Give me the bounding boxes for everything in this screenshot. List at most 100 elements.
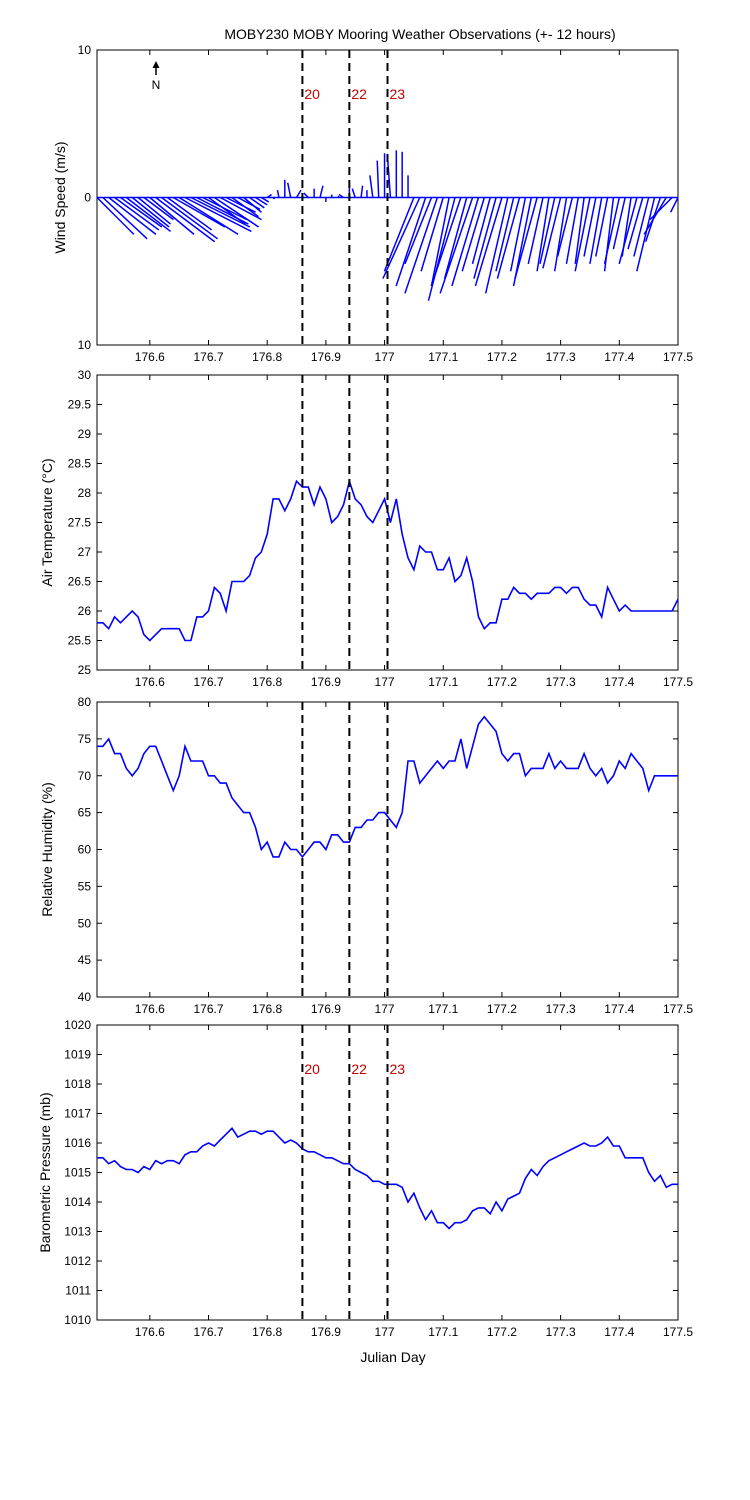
y-tick-label: 27.5 — [68, 516, 92, 530]
wind-vector — [420, 197, 444, 272]
y-tick-label: 1011 — [65, 1284, 91, 1298]
wind-vector — [542, 197, 562, 269]
y-axis-label: Barometric Pressure (mb) — [37, 1092, 53, 1252]
x-tick-label: 177.4 — [604, 1002, 634, 1016]
wind-vector — [243, 196, 262, 213]
wind-vector — [319, 185, 324, 198]
x-tick-label: 177.5 — [663, 1325, 693, 1339]
wind-vector — [514, 197, 538, 279]
y-tick-label: 10 — [78, 43, 92, 57]
wind-vector — [225, 196, 256, 213]
x-axis-label: Julian Day — [360, 1349, 425, 1365]
x-tick-label: 176.6 — [135, 1002, 165, 1016]
north-arrowhead-icon — [152, 61, 160, 68]
wind-vector — [155, 196, 216, 243]
wind-vector — [603, 197, 621, 265]
wind-vector — [430, 197, 450, 287]
wind-vector — [149, 196, 195, 235]
wind-vector — [496, 197, 521, 279]
humidity-line — [97, 715, 678, 859]
air-temperature-panel: 176.6 176.7 176.8 176.9 177 177.1 177.2 177.3 17… — [39, 368, 693, 689]
x-tick-label: 177.3 — [546, 1002, 576, 1016]
y-tick-label: 1010 — [64, 1313, 91, 1327]
y-tick-label: 55 — [78, 879, 92, 893]
y-tick-label: 26 — [78, 604, 92, 618]
y-tick-label: 1012 — [64, 1254, 91, 1268]
wind-vector — [102, 196, 148, 240]
wind-vector — [382, 197, 421, 279]
wind-vector — [430, 197, 462, 287]
wind-vector — [131, 196, 170, 228]
x-tick-label: 177.5 — [663, 350, 693, 364]
wind-vector — [574, 197, 591, 272]
y-tick-label: 10 — [78, 338, 92, 352]
y-tick-label: 29.5 — [68, 398, 92, 412]
x-tick-label: 177.4 — [604, 1325, 634, 1339]
wind-vector — [509, 197, 527, 272]
wind-vector — [272, 196, 276, 200]
wind-vector — [376, 160, 380, 198]
x-tick-label: 176.7 — [193, 675, 223, 689]
y-tick-label: 1014 — [64, 1195, 91, 1209]
y-tick-label: 26.5 — [68, 575, 92, 589]
x-tick-label: 177.5 — [663, 1002, 693, 1016]
x-tick-label: 176.6 — [135, 675, 165, 689]
wind-vector — [471, 197, 491, 265]
wind-vector — [643, 197, 667, 235]
y-tick-label: 29 — [78, 427, 92, 441]
y-tick-label: 0 — [84, 191, 91, 205]
wind-vector — [404, 197, 433, 265]
wind-vector — [360, 185, 364, 198]
x-tick-label: 177.4 — [604, 675, 634, 689]
y-tick-label: 1017 — [64, 1107, 91, 1121]
wind-vector — [633, 197, 650, 257]
y-tick-label: 1018 — [64, 1077, 91, 1091]
wind-vector — [260, 196, 270, 203]
y-tick-label: 65 — [78, 806, 92, 820]
x-tick-label: 177.4 — [604, 350, 634, 364]
y-axis-label: Wind Speed (m/s) — [52, 141, 68, 253]
wind-vector — [120, 196, 163, 228]
wind-vector — [190, 196, 251, 228]
x-tick-label: 177.2 — [487, 1002, 517, 1016]
wind-vector — [219, 196, 262, 221]
x-tick-label: 176.9 — [311, 675, 341, 689]
y-axis-label: Air Temperature (°C) — [39, 458, 55, 586]
marker-label: 23 — [390, 1061, 406, 1077]
x-tick-label: 176.7 — [193, 1002, 223, 1016]
x-tick-label: 177.1 — [428, 1002, 458, 1016]
wind-vector — [627, 197, 644, 250]
y-tick-label: 28.5 — [68, 457, 92, 471]
wind-vector — [649, 196, 673, 221]
relative-humidity-panel: 176.6 176.7 176.8 176.9 177 177.1 177.2 177.3 17… — [39, 695, 693, 1016]
wind-vector — [303, 192, 309, 199]
y-tick-label: 80 — [78, 695, 92, 709]
wind-vector — [612, 197, 626, 250]
wind-vector — [589, 197, 603, 265]
wind-vector — [565, 197, 579, 265]
wind-vector — [266, 193, 273, 199]
y-tick-label: 1013 — [64, 1225, 91, 1239]
wind-vector — [539, 197, 556, 265]
marker-label: 20 — [304, 86, 320, 102]
y-tick-label: 70 — [78, 769, 92, 783]
wind-vector — [125, 196, 172, 233]
x-tick-label: 177.1 — [428, 675, 458, 689]
wind-vector — [208, 196, 246, 225]
wind-vector — [595, 197, 609, 257]
wind-vector — [484, 197, 509, 294]
x-tick-label: 177.2 — [487, 1325, 517, 1339]
x-tick-label: 177 — [375, 350, 395, 364]
wind-vector — [166, 196, 213, 231]
wind-vector — [96, 196, 135, 235]
x-tick-label: 177.3 — [546, 1325, 576, 1339]
wind-vector — [574, 197, 585, 264]
y-tick-label: 1020 — [64, 1018, 91, 1032]
x-tick-label: 176.9 — [311, 350, 341, 364]
x-tick-label: 177.1 — [428, 1325, 458, 1339]
marker-label: 20 — [304, 1061, 320, 1077]
x-tick-label: 177.1 — [428, 350, 458, 364]
barometric-pressure-panel: 176.6 176.7 176.8 176.9 177 177.1 177.2 177.3 17… — [37, 1018, 693, 1339]
y-tick-label: 30 — [78, 368, 92, 382]
y-tick-label: 60 — [78, 843, 92, 857]
